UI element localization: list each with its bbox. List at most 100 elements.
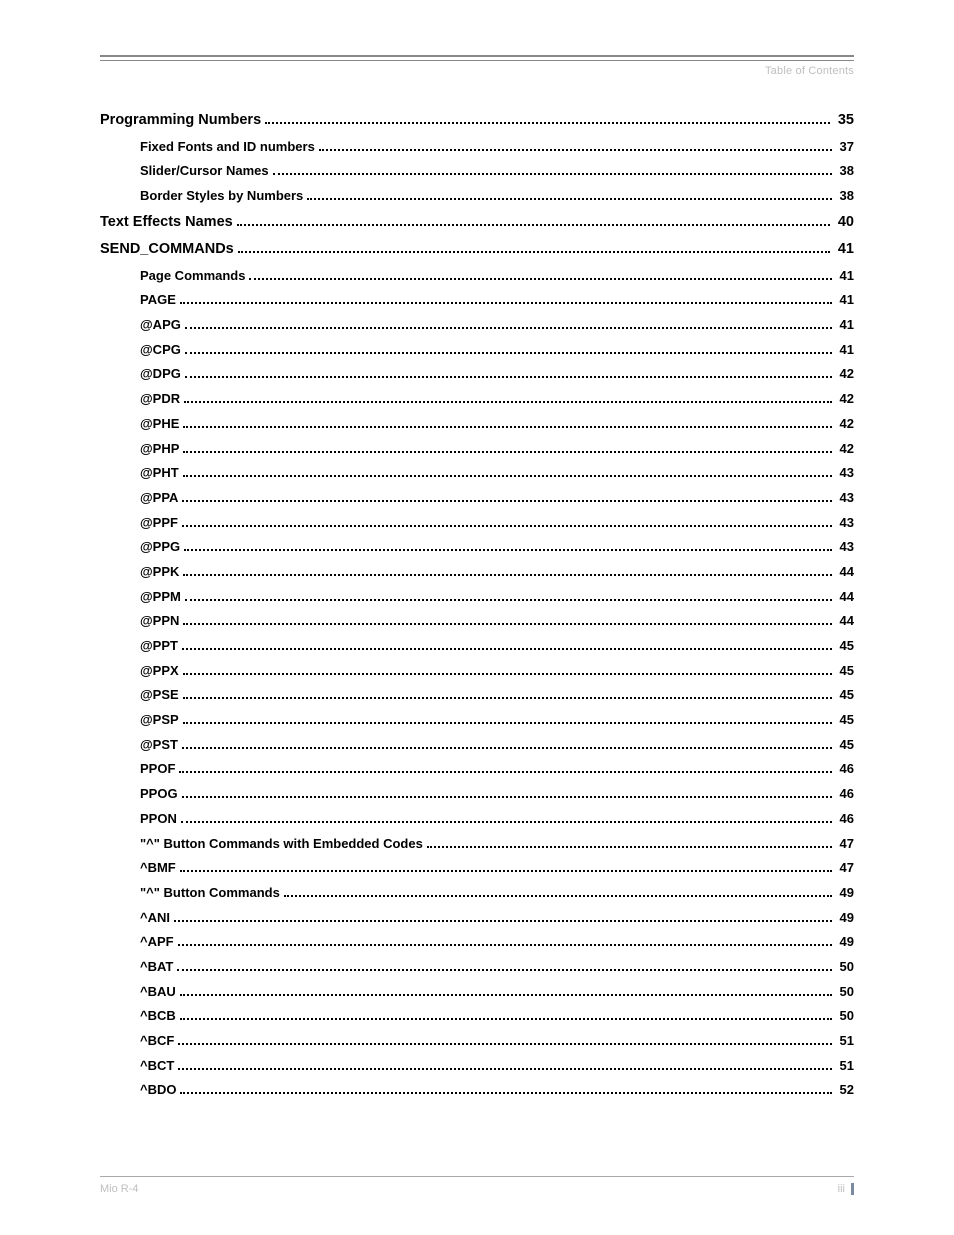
- toc-entry[interactable]: @CPG41: [140, 338, 854, 363]
- toc-entry[interactable]: @PPA43: [140, 486, 854, 511]
- toc-leader-dots: [185, 343, 832, 353]
- toc-entry-title: ^BMF: [140, 856, 176, 881]
- toc-entry[interactable]: @PPX 45: [140, 659, 854, 684]
- toc-leader-dots: [179, 763, 831, 773]
- toc-entry[interactable]: PPOG46: [140, 782, 854, 807]
- toc-entry-title: @PHP: [140, 437, 179, 462]
- toc-entry[interactable]: Programming Numbers35: [100, 107, 854, 135]
- toc-entry-page: 43: [836, 486, 854, 511]
- toc-entry[interactable]: @DPG42: [140, 362, 854, 387]
- toc-entry-title: @PPX: [140, 659, 179, 684]
- toc-entry-title: ^BCT: [140, 1054, 174, 1079]
- toc-entry-page: 45: [836, 659, 854, 684]
- toc-entry[interactable]: SEND_COMMANDs 41: [100, 236, 854, 264]
- toc-entry[interactable]: ^BAT50: [140, 955, 854, 980]
- toc-entry-page: 50: [836, 955, 854, 980]
- toc-entry-title: ^APF: [140, 930, 174, 955]
- toc-entry-page: 46: [836, 782, 854, 807]
- toc-entry-page: 49: [836, 906, 854, 931]
- toc-entry-title: @PPM: [140, 585, 181, 610]
- toc-entry[interactable]: Text Effects Names40: [100, 209, 854, 237]
- toc-entry[interactable]: ^BDO52: [140, 1078, 854, 1103]
- toc-entry[interactable]: @PHP 42: [140, 437, 854, 462]
- toc-leader-dots: [185, 319, 832, 329]
- toc-leader-dots: [185, 368, 832, 378]
- toc-entry[interactable]: @PPM44: [140, 585, 854, 610]
- toc-entry-title: SEND_COMMANDs: [100, 236, 234, 264]
- toc-leader-dots: [319, 140, 832, 150]
- toc-entry-page: 41: [836, 338, 854, 363]
- toc-entry[interactable]: ^BMF 47: [140, 856, 854, 881]
- toc-entry-page: 42: [836, 437, 854, 462]
- toc-leader-dots: [273, 165, 832, 175]
- toc-leader-dots: [238, 242, 830, 253]
- toc-entry-page: 44: [836, 560, 854, 585]
- toc-leader-dots: [185, 590, 832, 600]
- toc-leader-dots: [180, 1010, 832, 1020]
- toc-entry-title: @PST: [140, 733, 178, 758]
- toc-entry[interactable]: @PSE45: [140, 683, 854, 708]
- toc-leader-dots: [180, 294, 832, 304]
- toc-entry-page: 37: [836, 135, 854, 160]
- toc-entry-title: @PHT: [140, 461, 179, 486]
- toc-entry-title: ^BCB: [140, 1004, 176, 1029]
- toc-entry-page: 38: [836, 184, 854, 209]
- toc-entry-page: 38: [836, 159, 854, 184]
- toc-leader-dots: [177, 961, 831, 971]
- toc-entry[interactable]: @PPT 45: [140, 634, 854, 659]
- toc-leader-dots: [307, 189, 831, 199]
- toc-entry[interactable]: @PPK44: [140, 560, 854, 585]
- toc-leader-dots: [174, 911, 832, 921]
- toc-entry-page: 49: [836, 881, 854, 906]
- toc-entry[interactable]: @APG41: [140, 313, 854, 338]
- footer-rule: [100, 1176, 854, 1177]
- toc-entry[interactable]: @PSP45: [140, 708, 854, 733]
- toc-entry-title: @PDR: [140, 387, 180, 412]
- toc-entry[interactable]: Page Commands41: [140, 264, 854, 289]
- toc-leader-dots: [183, 714, 832, 724]
- toc-entry[interactable]: @PST 45: [140, 733, 854, 758]
- toc-entry-title: PAGE: [140, 288, 176, 313]
- toc-entry-title: Fixed Fonts and ID numbers: [140, 135, 315, 160]
- toc-entry[interactable]: Fixed Fonts and ID numbers 37: [140, 135, 854, 160]
- toc-leader-dots: [178, 1059, 831, 1069]
- page-container: Table of Contents Programming Numbers35F…: [0, 0, 954, 1235]
- toc-entry-title: ^ANI: [140, 906, 170, 931]
- toc-entry-title: @PPF: [140, 511, 178, 536]
- toc-entry[interactable]: PPOF46: [140, 757, 854, 782]
- toc-entry[interactable]: @PHE42: [140, 412, 854, 437]
- toc-entry[interactable]: @PDR42: [140, 387, 854, 412]
- toc-entry-page: 43: [836, 535, 854, 560]
- toc-entry-page: 45: [836, 634, 854, 659]
- toc-entry-page: 51: [836, 1054, 854, 1079]
- toc-entry-title: @PPT: [140, 634, 178, 659]
- toc-entry[interactable]: PPON46: [140, 807, 854, 832]
- toc-entry[interactable]: @PPN44: [140, 609, 854, 634]
- toc-leader-dots: [237, 214, 830, 225]
- toc-leader-dots: [181, 812, 832, 822]
- toc-entry-title: @DPG: [140, 362, 181, 387]
- toc-entry-title: Slider/Cursor Names: [140, 159, 269, 184]
- toc-entry-page: 51: [836, 1029, 854, 1054]
- toc-entry[interactable]: @PHT43: [140, 461, 854, 486]
- toc-entry[interactable]: ^BCF51: [140, 1029, 854, 1054]
- toc-entry[interactable]: PAGE41: [140, 288, 854, 313]
- toc-entry[interactable]: ^ANI 49: [140, 906, 854, 931]
- toc-entry[interactable]: ^BAU50: [140, 980, 854, 1005]
- toc-entry-page: 45: [836, 733, 854, 758]
- toc-entry[interactable]: Border Styles by Numbers38: [140, 184, 854, 209]
- toc-leader-dots: [183, 467, 832, 477]
- toc-entry[interactable]: ^BCB50: [140, 1004, 854, 1029]
- toc-entry[interactable]: ^APF49: [140, 930, 854, 955]
- toc-entry-page: 47: [836, 856, 854, 881]
- toc-entry[interactable]: @PPG43: [140, 535, 854, 560]
- toc-entry-title: Page Commands: [140, 264, 245, 289]
- toc-entry[interactable]: Slider/Cursor Names 38: [140, 159, 854, 184]
- toc-entry[interactable]: ^BCT 51: [140, 1054, 854, 1079]
- toc-entry[interactable]: "^" Button Commands49: [140, 881, 854, 906]
- toc-entry[interactable]: @PPF43: [140, 511, 854, 536]
- toc-entry[interactable]: "^" Button Commands with Embedded Codes4…: [140, 832, 854, 857]
- toc-leader-dots: [284, 886, 832, 896]
- toc-entry-page: 41: [834, 236, 854, 264]
- footer-product: Mio R-4: [100, 1183, 139, 1195]
